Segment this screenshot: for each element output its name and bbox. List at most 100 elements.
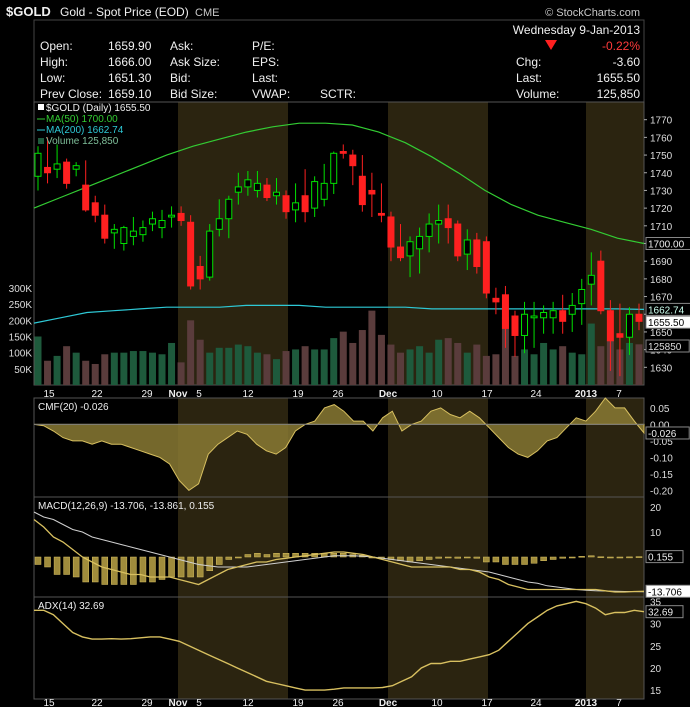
volume-bar [215, 347, 223, 385]
macd-histogram-bar [340, 553, 347, 558]
macd-histogram-bar [626, 556, 633, 559]
macd-histogram-bar [588, 555, 595, 558]
tag-volume-box [645, 339, 690, 353]
volume-bar [349, 342, 357, 385]
ask-label: Ask: [170, 39, 193, 53]
quote-header: $GOLD Gold - Spot Price (EOD) CME © Stoc… [6, 4, 645, 102]
volume-bar [425, 352, 433, 385]
down-arrow-icon [545, 40, 557, 50]
right-last-label: Last: [516, 71, 542, 85]
macd-histogram-bar [607, 556, 614, 559]
x-tick-label: Nov [169, 389, 188, 400]
candle-body [406, 241, 414, 257]
macd-histogram-bar [130, 556, 137, 585]
volume-bar [206, 352, 214, 385]
volume-bar [187, 320, 195, 385]
candle-body [358, 175, 366, 206]
volume-bar [139, 351, 147, 385]
macd-histogram-bar [435, 556, 442, 559]
price-tick-label: 1720 [650, 204, 673, 215]
candle-body [425, 223, 433, 237]
volume-tick-label: 150K [9, 333, 33, 344]
adx-x-tick-label: Nov [169, 698, 188, 707]
volume-bar [148, 352, 156, 385]
candle-body [463, 239, 471, 255]
macd-shade-band [388, 497, 488, 597]
macd-tick-label: 10 [650, 528, 662, 539]
volume-label: Volume: [516, 87, 559, 101]
volume-bar [387, 344, 395, 385]
macd-histogram-bar [597, 556, 605, 558]
candle-body [511, 315, 519, 336]
volume-bar [311, 349, 319, 385]
candle-body [568, 304, 576, 315]
volume-bar [330, 338, 338, 385]
adx-panel: 35 30 25 20 15 ADX(14) 32.69 32.69 15 22 29 Nov 5 12… [33, 596, 684, 707]
candle-body [330, 152, 338, 184]
quote-high-label: High: [40, 55, 68, 69]
macd-histogram-bar [502, 556, 509, 565]
x-tick-label: 12 [242, 389, 254, 400]
tag-last-box [645, 315, 690, 329]
adx-line [34, 600, 645, 691]
cmf-legend: CMF(20) -0.026 [38, 402, 109, 413]
macd-histogram-bar [139, 556, 147, 583]
candle-body [549, 310, 557, 319]
tag-volume: 125850 [648, 342, 682, 353]
volume-bar [568, 352, 576, 385]
candle-body [82, 184, 90, 211]
cmf-tick-label: -0.20 [650, 486, 673, 497]
volume-bar [63, 346, 71, 385]
candle-body [339, 151, 347, 154]
macd-histogram-bar [34, 556, 42, 565]
macd-shade-band [586, 497, 644, 597]
adx-x-tick-label: 22 [91, 698, 103, 707]
macd-histogram-bar [72, 556, 80, 578]
ma50-line [33, 122, 645, 245]
adx-x-tick-label: 10 [431, 698, 443, 707]
macd-signal-line [33, 511, 645, 593]
volume-bar [635, 344, 643, 385]
candle-body [272, 191, 280, 197]
candle-body [635, 313, 643, 322]
candle-body [578, 288, 586, 305]
candle-body [72, 165, 80, 170]
macd-histogram-bar [568, 556, 576, 559]
volume-bar [397, 352, 405, 385]
adx-tick-label: 35 [650, 597, 662, 608]
tag-cmf-box [645, 426, 690, 440]
macd-histogram-bar [53, 556, 61, 575]
tag-macd-hist-box [645, 550, 684, 564]
macd-histogram-bar [168, 556, 175, 578]
adx-legend: ADX(14) 32.69 [38, 601, 105, 612]
candle-body [187, 221, 195, 287]
price-shade-band [178, 102, 288, 385]
candle-body [196, 265, 204, 280]
volume-bar [234, 344, 242, 385]
ask-size-label: Ask Size: [170, 55, 220, 69]
candle-body [397, 246, 405, 259]
tag-ma50-box [645, 237, 690, 250]
price-tick-label: 1750 [650, 151, 673, 162]
ma200-line [33, 304, 645, 324]
volume-bar [82, 360, 90, 385]
macd-histogram-bar [82, 556, 89, 583]
volume-bar [454, 342, 462, 385]
candle-body [606, 310, 614, 342]
price-tick-label: 1740 [650, 169, 673, 180]
price-tick-label: 1650 [650, 328, 673, 339]
candle-body [110, 228, 118, 234]
price-tick-label: 1710 [650, 222, 673, 233]
volume-bar [292, 349, 300, 385]
adx-tick-label: 30 [650, 620, 662, 631]
bid-label: Bid: [170, 71, 191, 85]
chg-value: -3.60 [613, 55, 641, 69]
price-tick-label: 1670 [650, 293, 673, 304]
macd-histogram-bar [216, 556, 223, 565]
bid-size-label: Bid Size: [170, 87, 217, 101]
volume-bar [301, 346, 309, 385]
volume-bar [368, 310, 376, 385]
candle-body [368, 189, 376, 195]
candle-body [158, 220, 166, 229]
